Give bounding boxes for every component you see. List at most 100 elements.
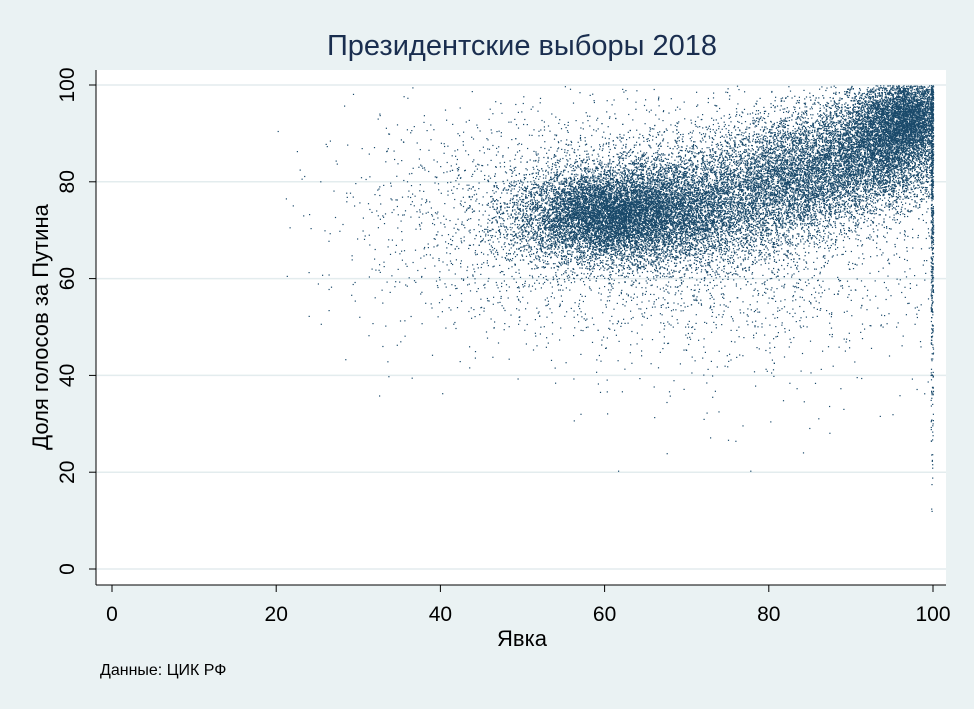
- data-point: [533, 192, 535, 194]
- data-point: [619, 185, 621, 187]
- data-point: [605, 194, 607, 196]
- data-point: [627, 244, 629, 247]
- data-point: [541, 197, 543, 199]
- data-point: [545, 228, 547, 230]
- data-point: [617, 181, 620, 183]
- data-point: [554, 263, 556, 265]
- data-point: [503, 219, 505, 222]
- data-point: [554, 199, 556, 201]
- data-point: [551, 246, 553, 248]
- data-point: [627, 179, 629, 181]
- data-point: [595, 249, 597, 251]
- data-point: [597, 169, 599, 171]
- data-point: [524, 221, 526, 223]
- data-point: [531, 223, 533, 225]
- data-point: [680, 194, 682, 196]
- data-point: [616, 173, 618, 175]
- data-point: [542, 255, 544, 257]
- data-point: [557, 265, 560, 268]
- data-point: [526, 210, 528, 212]
- data-point: [590, 272, 592, 274]
- data-point: [596, 247, 598, 249]
- data-point: [563, 193, 566, 195]
- data-point: [496, 199, 498, 201]
- data-point: [551, 168, 553, 170]
- data-point: [587, 273, 589, 275]
- data-point: [599, 226, 601, 228]
- data-point: [616, 252, 618, 254]
- data-point: [583, 231, 585, 233]
- data-point: [643, 255, 645, 257]
- data-point: [562, 224, 564, 226]
- data-point: [613, 224, 615, 227]
- data-point: [509, 217, 511, 219]
- data-point: [613, 209, 615, 211]
- data-point: [531, 221, 533, 223]
- data-point: [636, 185, 638, 187]
- data-point: [554, 194, 557, 196]
- data-point: [578, 303, 580, 305]
- data-point: [617, 221, 619, 223]
- data-point: [593, 263, 595, 265]
- data-point: [514, 256, 517, 258]
- data-point: [540, 250, 542, 252]
- data-point: [509, 169, 511, 171]
- data-point: [565, 208, 567, 211]
- data-point: [554, 201, 556, 203]
- data-point: [568, 177, 570, 179]
- data-point: [587, 259, 590, 261]
- data-point: [591, 154, 593, 156]
- data-point: [610, 246, 612, 248]
- data-point: [728, 222, 730, 224]
- data-point: [518, 247, 520, 249]
- data-point: [613, 175, 615, 177]
- data-point: [707, 236, 709, 238]
- data-point: [650, 211, 652, 213]
- data-point: [609, 203, 611, 205]
- data-point: [536, 234, 538, 237]
- data-point: [636, 211, 638, 214]
- data-point: [555, 197, 557, 199]
- data-point: [434, 212, 437, 214]
- data-point: [489, 239, 491, 241]
- data-point: [573, 174, 576, 176]
- data-point: [543, 192, 545, 195]
- data-point: [605, 247, 607, 249]
- data-point: [637, 199, 639, 201]
- data-point: [624, 233, 626, 235]
- data-point: [643, 184, 645, 186]
- data-point: [559, 201, 561, 203]
- data-point: [558, 202, 560, 204]
- data-point: [634, 181, 636, 183]
- data-point: [662, 244, 664, 246]
- data-point: [544, 255, 546, 257]
- data-point: [610, 194, 613, 196]
- data-point: [633, 201, 635, 203]
- data-point: [510, 223, 512, 225]
- data-point: [657, 185, 659, 187]
- data-point: [620, 247, 623, 249]
- data-point: [547, 253, 550, 256]
- data-point: [596, 227, 598, 229]
- data-point: [509, 258, 512, 260]
- data-point: [535, 191, 537, 193]
- data-points: [277, 85, 935, 512]
- data-point: [469, 207, 471, 209]
- data-point: [592, 230, 594, 232]
- data-point: [473, 210, 475, 212]
- data-point: [656, 229, 658, 231]
- data-point: [599, 194, 601, 196]
- data-point: [624, 194, 626, 196]
- data-point: [553, 198, 555, 200]
- data-point: [559, 158, 561, 160]
- data-point: [606, 187, 608, 189]
- data-point: [539, 233, 541, 235]
- data-point: [619, 161, 621, 163]
- data-point: [527, 215, 529, 217]
- data-point: [689, 259, 691, 261]
- data-point: [562, 247, 564, 249]
- data-point: [513, 188, 515, 190]
- data-point: [615, 193, 617, 195]
- data-point: [492, 241, 494, 243]
- data-point: [606, 213, 609, 215]
